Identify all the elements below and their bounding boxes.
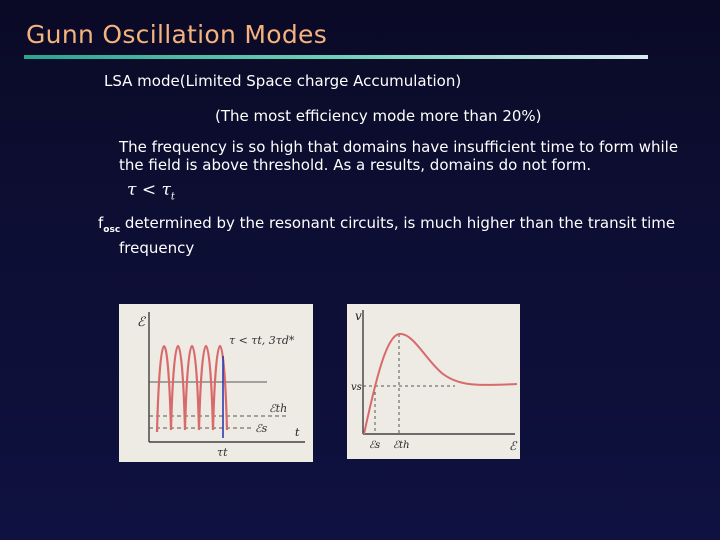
- sustaining-label: ℰs: [255, 422, 268, 435]
- x-axis-label: t: [295, 426, 300, 439]
- transit-time-label: τt: [217, 446, 228, 459]
- tau-t-symbol: τ: [161, 180, 171, 200]
- less-than-symbol: <: [141, 180, 157, 200]
- efficiency-note: (The most efficiency mode more than 20%): [215, 107, 542, 125]
- field-time-plot: ℰ t τ < τt, 3τd* ℰth ℰs τt: [137, 312, 305, 459]
- title-underline: [24, 55, 648, 59]
- slide-title: Gunn Oscillation Modes: [26, 20, 328, 49]
- tau-symbol: τ: [127, 180, 137, 200]
- threshold-label: ℰth: [269, 402, 287, 415]
- fosc-subscript: osc: [103, 225, 121, 235]
- oscillation-curve: [155, 344, 229, 433]
- fosc-f: f: [98, 214, 104, 232]
- description-paragraph: The frequency is so high that domains ha…: [119, 138, 699, 174]
- field-time-figure: ℰ t τ < τt, 3τd* ℰth ℰs τt: [119, 304, 313, 462]
- condition-formula: τ < τt: [127, 180, 175, 202]
- condition-annotation: τ < τt, 3τd*: [229, 334, 295, 347]
- es-tick-label: ℰs: [369, 440, 380, 451]
- description-line-2: the field is above threshold. As a resul…: [119, 156, 592, 174]
- y-axis-label: ℰ: [137, 315, 146, 330]
- velocity-field-curve: [363, 332, 518, 435]
- description-line-1: The frequency is so high that domains ha…: [119, 138, 679, 156]
- velocity-field-plot: v ℰ vs ℰs ℰth: [351, 309, 518, 453]
- tau-t-subscript: t: [170, 191, 175, 203]
- fosc-line-2: frequency: [119, 239, 195, 257]
- fosc-paragraph: fosc determined by the resonant circuits…: [98, 214, 698, 257]
- x-axis-label: ℰ: [509, 439, 518, 453]
- mode-heading: LSA mode(Limited Space charge Accumulati…: [104, 72, 462, 90]
- velocity-field-figure: v ℰ vs ℰs ℰth: [347, 304, 520, 459]
- y-axis-label: v: [355, 309, 362, 323]
- vs-label: vs: [351, 382, 362, 393]
- eth-tick-label: ℰth: [393, 440, 410, 451]
- fosc-line-1: determined by the resonant circuits, is …: [120, 214, 676, 232]
